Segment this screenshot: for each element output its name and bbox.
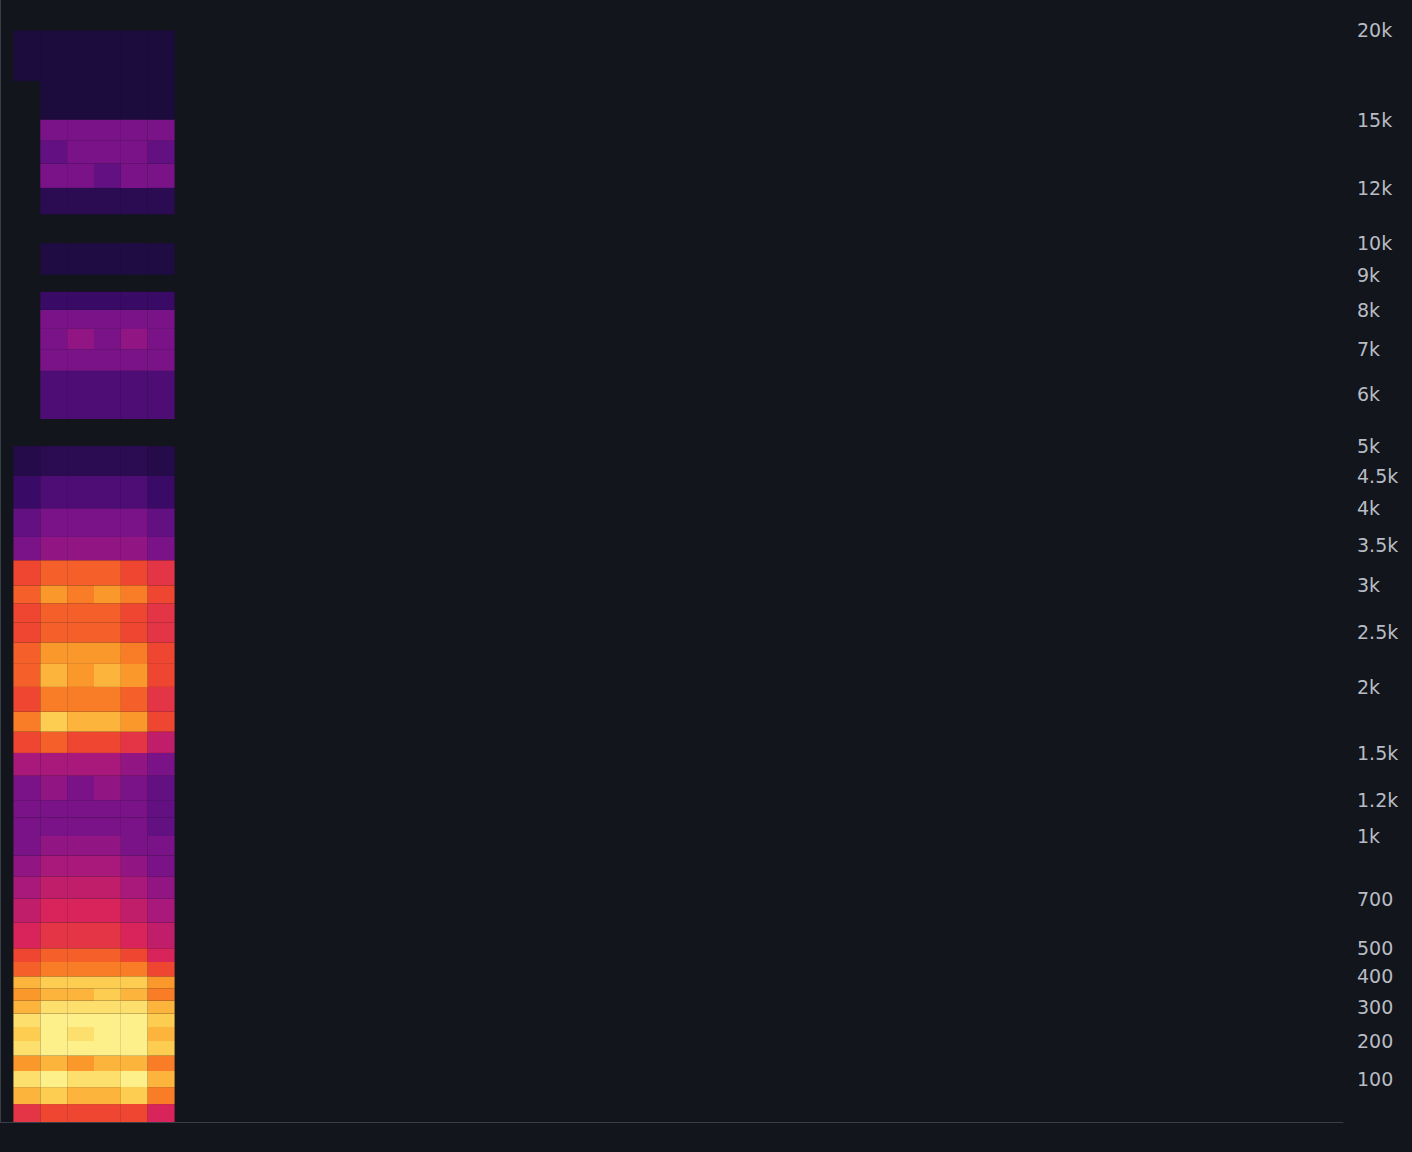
svg-text:400: 400 xyxy=(1357,965,1393,987)
svg-text:20k: 20k xyxy=(1357,19,1392,41)
svg-text:1.5k: 1.5k xyxy=(1357,742,1398,764)
svg-text:100: 100 xyxy=(1357,1068,1393,1090)
svg-text:6k: 6k xyxy=(1357,383,1380,405)
svg-text:2.5k: 2.5k xyxy=(1357,621,1398,643)
svg-text:9k: 9k xyxy=(1357,264,1380,286)
svg-text:1k: 1k xyxy=(1357,825,1380,847)
svg-text:15k: 15k xyxy=(1357,109,1392,131)
svg-text:8k: 8k xyxy=(1357,299,1380,321)
svg-text:3.5k: 3.5k xyxy=(1357,534,1398,556)
svg-text:10k: 10k xyxy=(1357,232,1392,254)
svg-text:7k: 7k xyxy=(1357,338,1380,360)
svg-text:4k: 4k xyxy=(1357,497,1380,519)
svg-text:700: 700 xyxy=(1357,888,1393,910)
svg-text:200: 200 xyxy=(1357,1030,1393,1052)
svg-text:3k: 3k xyxy=(1357,574,1380,596)
svg-text:4.5k: 4.5k xyxy=(1357,465,1398,487)
svg-text:500: 500 xyxy=(1357,937,1393,959)
svg-text:300: 300 xyxy=(1357,996,1393,1018)
svg-text:1.2k: 1.2k xyxy=(1357,789,1398,811)
svg-text:12k: 12k xyxy=(1357,177,1392,199)
svg-text:2k: 2k xyxy=(1357,676,1380,698)
svg-text:5k: 5k xyxy=(1357,435,1380,457)
